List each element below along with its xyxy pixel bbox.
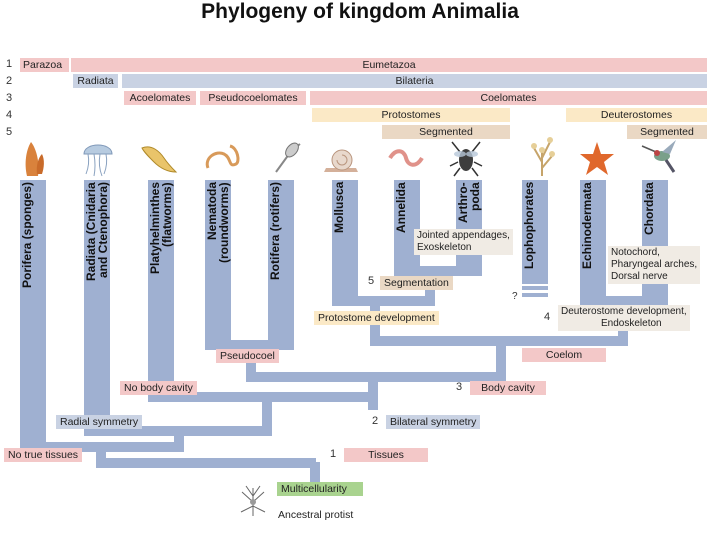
branch-lophophorates-dash-2 [522, 293, 548, 297]
label-coelomates: Coelomates [310, 91, 707, 105]
group-name-rotifera: Rotifera (rotifers) [268, 182, 282, 281]
jellyfish-icon [83, 144, 113, 177]
stem-multicellularity [310, 462, 320, 484]
trait-pharyngeal-arches: Pharyngeal arches, [611, 259, 698, 270]
node-number-5: 5 [368, 275, 375, 287]
stem-coelom [496, 340, 506, 380]
node-segmentation: Segmentation [380, 276, 453, 290]
branch-arthropoda [456, 180, 482, 274]
group-name-chordata: Chordata [642, 182, 656, 235]
node-number-1: 1 [330, 448, 337, 460]
branch-platyhelminthes [148, 180, 174, 394]
question-mark: ? [512, 291, 518, 302]
group-name-platyhelminthes: Platyhelminthes (flatworms) [148, 182, 174, 275]
label-acoelomates: Acoelomates [124, 91, 196, 105]
node-coelom: Coelom [522, 348, 606, 362]
trait-exoskeleton: Exoskeleton [417, 242, 472, 253]
node-radial-symmetry: Radial symmetry [56, 415, 143, 429]
trait-jointed-appendages: Jointed appendages, [417, 230, 510, 241]
node-number-3: 3 [456, 381, 463, 393]
arthropoda-traits: Jointed appendages, Exoskeleton [414, 229, 513, 255]
chordata-traits: Notochord, Pharyngeal arches, Dorsal ner… [608, 246, 701, 284]
branch-annelida [394, 180, 420, 274]
ancestral-protist-label: Ancestral protist [278, 509, 354, 521]
join-protostomes [332, 296, 435, 306]
label-pseudocoelomates: Pseudocoelomates [200, 91, 306, 105]
protist-icon [240, 485, 266, 516]
branch-chordata [642, 180, 668, 306]
stem-root-a [96, 448, 106, 460]
stem-tissues [174, 432, 184, 450]
branch-mollusca [332, 180, 358, 306]
row-number-4: 4 [6, 109, 13, 121]
node-protostome-development: Protostome development [314, 311, 439, 325]
join-bilateria [148, 392, 378, 402]
join-root [96, 458, 316, 468]
group-name-echinodermata: Echinodermata [580, 182, 594, 269]
deuterostome-traits: Deuterostome development, Endoskeleton [558, 305, 690, 331]
node-number-4: 4 [544, 311, 551, 323]
branch-radiata [84, 180, 110, 428]
branch-nematoda [205, 180, 231, 348]
trait-deuterostome-development: Deuterostome development, [561, 306, 687, 317]
annelid-icon [388, 149, 424, 167]
group-name-mollusca: Mollusca [332, 182, 346, 234]
sponge-icon [25, 142, 44, 176]
row-number-2: 2 [6, 75, 13, 87]
insect-icon [449, 141, 483, 177]
label-segmented-deuterostomes: Segmented [627, 125, 707, 139]
row-number-3: 3 [6, 92, 13, 104]
snail-icon [324, 149, 358, 172]
node-no-true-tissues: No true tissues [4, 448, 83, 462]
group-name-nematoda: Nematoda (roundworms) [205, 182, 231, 263]
group-name-radiata: Radiata (Cnidaria and Ctenophora) [84, 182, 110, 281]
hummingbird-icon [641, 140, 676, 173]
branch-echinodermata [580, 180, 606, 306]
row-number-5: 5 [6, 126, 13, 138]
node-body-cavity: Body cavity [470, 381, 546, 395]
label-deuterostomes: Deuterostomes [566, 108, 707, 122]
node-number-2: 2 [372, 415, 379, 427]
node-bilateral-symmetry: Bilateral symmetry [386, 415, 481, 429]
trait-endoskeleton: Endoskeleton [601, 318, 662, 329]
stem-bilateral [262, 398, 272, 434]
branch-rotifera [268, 180, 294, 348]
row-number-1: 1 [6, 58, 13, 70]
join-animalia [20, 442, 184, 452]
node-no-body-cavity: No body cavity [120, 381, 197, 395]
starfish-icon [580, 142, 614, 175]
rotifer-icon [275, 142, 301, 173]
label-bilateria: Bilateria [122, 74, 707, 88]
node-pseudocoel: Pseudocoel [216, 349, 279, 363]
join-annelida-arthropoda [394, 266, 482, 276]
branch-lophophorates [522, 180, 548, 284]
group-name-porifera: Porifera (sponges) [20, 182, 34, 289]
label-eumetazoa: Eumetazoa [71, 58, 707, 72]
label-protostomes: Protostomes [312, 108, 510, 122]
join-eumetazoa [84, 426, 272, 436]
flatworm-icon [141, 146, 178, 173]
branch-porifera [20, 180, 46, 448]
branch-lophophorates-dash-1 [522, 286, 548, 290]
roundworm-icon [205, 144, 240, 169]
trait-notochord: Notochord, [611, 247, 660, 258]
group-name-lophophorates: Lophophorates [522, 182, 536, 270]
label-radiata: Radiata [73, 74, 118, 88]
diagram-title: Phylogeny of kingdom Animalia [201, 0, 519, 23]
trait-dorsal-nerve: Dorsal nerve [611, 271, 668, 282]
node-tissues: Tissues [344, 448, 428, 462]
bryozoan-icon [531, 137, 555, 176]
node-multicellularity: Multicellularity [277, 482, 363, 496]
label-parazoa: Parazoa [20, 58, 69, 72]
label-segmented-protostomes: Segmented [382, 125, 510, 139]
group-name-arthropoda: Arthro-poda [456, 182, 482, 223]
